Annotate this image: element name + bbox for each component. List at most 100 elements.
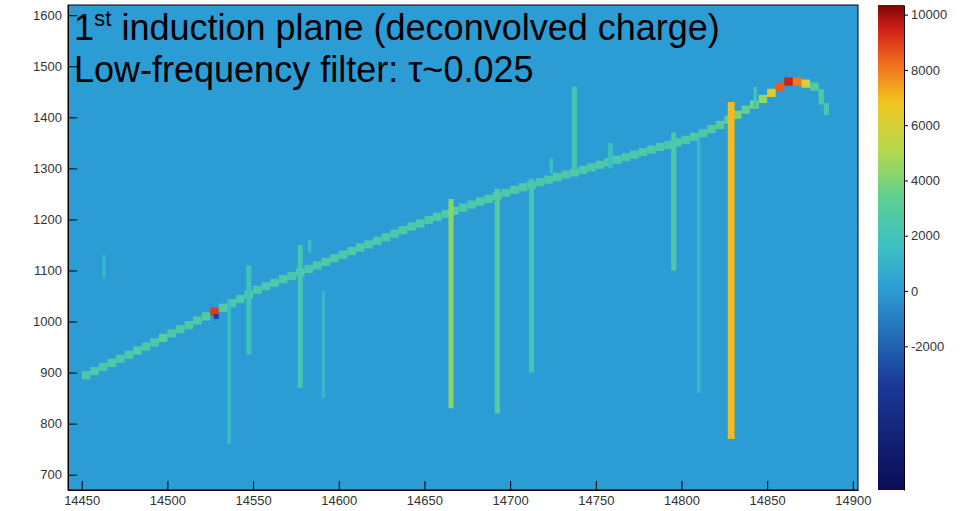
cell bbox=[270, 279, 279, 287]
cell bbox=[382, 233, 391, 241]
cell bbox=[262, 282, 271, 290]
cell bbox=[622, 153, 631, 161]
colorbar-axis: 1000080006000400020000-2000 bbox=[904, 6, 947, 491]
y-axis: 7008009001000110012001300140015001600 bbox=[33, 6, 77, 491]
cell bbox=[227, 301, 230, 444]
tick: 14700 bbox=[493, 481, 529, 508]
cell bbox=[279, 275, 288, 283]
cell bbox=[219, 304, 228, 312]
cell bbox=[587, 163, 596, 171]
cell bbox=[630, 151, 639, 159]
tick: 1500 bbox=[33, 59, 77, 74]
tick-mark bbox=[68, 270, 77, 271]
tick-label: 6000 bbox=[911, 118, 940, 133]
tick-mark bbox=[68, 475, 77, 476]
tick: 14750 bbox=[578, 481, 614, 508]
cell bbox=[608, 143, 613, 169]
tick-mark bbox=[253, 481, 254, 490]
cell bbox=[364, 240, 373, 248]
cell bbox=[102, 255, 105, 278]
tick-label: 14750 bbox=[578, 493, 614, 508]
tick-mark bbox=[68, 373, 77, 374]
tick: 14650 bbox=[407, 481, 443, 508]
cell bbox=[776, 83, 785, 91]
cell bbox=[322, 291, 325, 398]
tick-label: 14850 bbox=[750, 493, 786, 508]
cell bbox=[90, 367, 99, 375]
cell bbox=[116, 355, 125, 363]
cell bbox=[150, 338, 159, 346]
tick-label: 1500 bbox=[33, 59, 62, 74]
tick-label: 14550 bbox=[235, 493, 271, 508]
tick: 1300 bbox=[33, 161, 77, 176]
tick-label: 900 bbox=[40, 365, 62, 380]
axis-line bbox=[904, 6, 905, 491]
tick-mark bbox=[904, 236, 908, 237]
plot-frame bbox=[68, 5, 858, 490]
tick-label: 14450 bbox=[64, 493, 100, 508]
cell bbox=[529, 179, 534, 373]
cell bbox=[416, 219, 425, 227]
tick-label: 10000 bbox=[911, 7, 947, 22]
tick: 1100 bbox=[34, 263, 77, 278]
tick-mark bbox=[339, 481, 340, 490]
cell bbox=[572, 87, 577, 169]
tick-mark bbox=[904, 346, 908, 347]
tick: 1200 bbox=[33, 212, 77, 227]
cell bbox=[433, 213, 442, 221]
cell bbox=[495, 189, 500, 414]
cell bbox=[562, 170, 571, 178]
tick-mark bbox=[510, 481, 511, 490]
tick: 800 bbox=[40, 416, 77, 431]
cell bbox=[467, 201, 476, 209]
cell bbox=[579, 166, 588, 174]
tick-label: 2000 bbox=[911, 228, 940, 243]
cell bbox=[759, 95, 768, 103]
cell bbox=[448, 199, 453, 408]
tick: 14500 bbox=[150, 481, 186, 508]
cell bbox=[339, 251, 348, 259]
tick-label: 8000 bbox=[911, 63, 940, 78]
tick-mark bbox=[767, 481, 768, 490]
tick-label: 14500 bbox=[150, 493, 186, 508]
tick-label: 4000 bbox=[911, 173, 940, 188]
cell bbox=[613, 156, 622, 164]
cell bbox=[639, 148, 648, 156]
tick-mark bbox=[68, 117, 77, 118]
tick: 8000 bbox=[904, 63, 940, 78]
tick: 14550 bbox=[235, 481, 271, 508]
cell bbox=[656, 143, 665, 151]
cell bbox=[308, 240, 311, 253]
tick-mark bbox=[167, 481, 168, 490]
cell bbox=[82, 371, 91, 379]
tick-label: 1000 bbox=[33, 314, 62, 329]
cell bbox=[716, 121, 725, 129]
cell bbox=[536, 178, 545, 186]
tick-mark bbox=[681, 481, 682, 490]
tick: 10000 bbox=[904, 7, 947, 22]
cell bbox=[246, 265, 251, 354]
cell bbox=[176, 325, 185, 333]
cell bbox=[697, 138, 700, 393]
tick-mark bbox=[596, 481, 597, 490]
tick-label: 1600 bbox=[33, 8, 62, 23]
tick-label: 800 bbox=[40, 416, 62, 431]
cell bbox=[824, 103, 829, 115]
tick-label: 14650 bbox=[407, 493, 443, 508]
cell bbox=[484, 195, 493, 203]
cell bbox=[681, 136, 690, 144]
title: Low-frequency filter: τ~0.025 bbox=[74, 49, 533, 90]
tick-label: 1100 bbox=[34, 263, 62, 278]
cell bbox=[313, 261, 322, 269]
cell bbox=[304, 265, 313, 273]
cell bbox=[99, 363, 108, 371]
tick: 4000 bbox=[904, 173, 940, 188]
cell bbox=[125, 351, 134, 359]
tick-mark bbox=[904, 70, 908, 71]
tick-mark bbox=[82, 481, 83, 490]
cell bbox=[459, 204, 468, 212]
cell bbox=[253, 286, 262, 294]
cell bbox=[159, 334, 168, 342]
cell bbox=[753, 87, 756, 107]
plot-background bbox=[68, 5, 858, 490]
